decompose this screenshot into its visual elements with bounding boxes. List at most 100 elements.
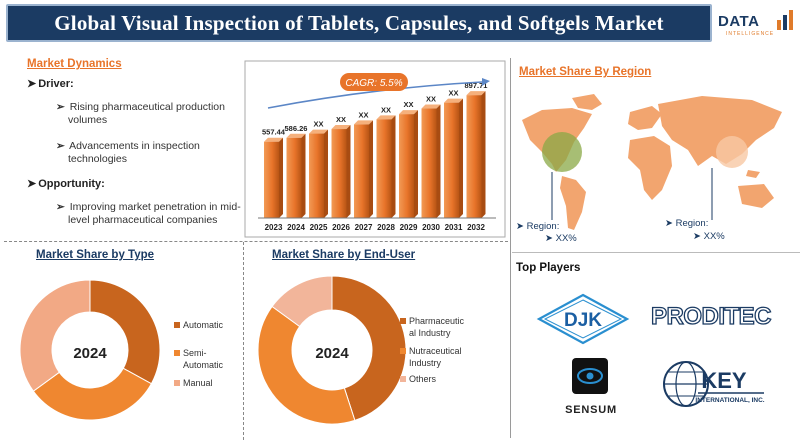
bar-value-label: XX (336, 115, 346, 124)
legend-label: Manual (183, 378, 213, 388)
chevron-right-icon: ➢ (56, 140, 65, 152)
chevron-right-icon: ➢ (56, 101, 65, 113)
bar-top-2023 (264, 137, 283, 142)
bar-2031 (444, 102, 459, 218)
bar-2024 (286, 137, 302, 218)
dynamics-title: Market Dynamics (27, 58, 122, 70)
bar-side-2024 (301, 133, 306, 218)
djk-text: DJK (564, 310, 602, 331)
bar-top-2026 (331, 125, 351, 130)
legend-label: Semi- (183, 348, 207, 358)
australia-shape (738, 184, 774, 208)
bar-value-label: XX (426, 95, 436, 104)
legend-label: Industry (409, 358, 442, 368)
bar-top-2025 (309, 129, 328, 134)
bar-side-2027 (369, 120, 373, 218)
market-size-bar-chart: 557.44 2023 586.26 2024 XX 2025 XX 2026 XX 2027 XX… (244, 60, 506, 238)
opportunity-1-cont: level pharmaceutical companies (68, 214, 218, 226)
africa-shape (628, 136, 672, 200)
bar-value-label: XX (313, 120, 323, 129)
bar-top-2029 (399, 110, 418, 115)
driver-heading: ➤ Driver: (27, 78, 74, 90)
x-tick-label: 2031 (445, 223, 463, 232)
right-divider (510, 58, 511, 438)
legend-label: Automatic (183, 320, 224, 330)
page-title: Global Visual Inspection of Tablets, Cap… (54, 10, 664, 35)
legend-label: Pharmaceutic (409, 316, 465, 326)
bar-value-label: 586.26 (285, 124, 308, 133)
legend-swatch (400, 318, 406, 324)
region-value-2: ➤ XX% (693, 231, 725, 242)
legend-label: al Industry (409, 328, 451, 338)
legend-swatch (174, 322, 180, 328)
driver-1-cont: volumes (68, 114, 108, 126)
south-america-shape (560, 176, 586, 230)
bar-top-2027 (354, 120, 373, 125)
x-tick-label: 2023 (265, 223, 283, 232)
x-tick-label: 2028 (377, 223, 395, 232)
mid-divider (243, 242, 244, 440)
asia-shape (658, 96, 782, 166)
type-legend: Automatic Semi- Automatic Manual (174, 320, 224, 388)
region-value-1: ➤ XX% (545, 233, 577, 244)
bar-2023 (264, 141, 279, 218)
region-label-1: ➤ Region: (516, 221, 560, 232)
x-tick-label: 2032 (467, 223, 485, 232)
bar-top-2032 (466, 91, 486, 96)
type-center-year: 2024 (73, 345, 107, 362)
region-title: Market Share By Region (519, 66, 652, 78)
opportunity-label: Opportunity: (38, 178, 105, 190)
header: Global Visual Inspection of Tablets, Cap… (0, 0, 800, 50)
players-title: Top Players (516, 262, 581, 274)
legend-swatch (400, 348, 406, 354)
cagr-label: CAGR: 5.5% (345, 78, 402, 89)
bar-top-2028 (376, 115, 396, 120)
bar-value-label: XX (448, 89, 458, 98)
trend-arrow (267, 81, 483, 109)
legend-swatch (400, 376, 406, 382)
europe-shape (628, 106, 662, 130)
enduser-slices (257, 275, 407, 425)
bar-2027 (354, 124, 369, 218)
datam-logo: DATA INTELLIGENCE (716, 4, 796, 42)
x-tick-label: 2030 (422, 223, 440, 232)
key-logo: KEY INTERNATIONAL, INC. (663, 361, 765, 407)
bar-2030 (421, 108, 437, 218)
left-hdivider (4, 241, 508, 242)
donut-slice-semi-automatic (32, 367, 153, 421)
legend-label: Nutraceutical (409, 346, 462, 356)
sensum-text: SENSUM (565, 404, 617, 416)
x-tick-label: 2024 (287, 223, 305, 232)
enduser-donut-chart: 2024 Pharmaceutic al Industry Nutraceutica… (257, 275, 465, 425)
type-chart-title: Market Share by Type (36, 249, 155, 261)
driver-1: ➢ Rising pharmaceutical production (56, 101, 225, 113)
key-text: KEY (701, 368, 747, 393)
bar-side-2025 (324, 129, 328, 218)
bar-side-2026 (346, 125, 351, 218)
region-label-2: ➤ Region: (665, 218, 709, 229)
legend-swatch (174, 350, 180, 356)
bar-2025 (309, 133, 324, 218)
bar-2028 (376, 119, 392, 218)
bar-value-label: 557.44 (262, 128, 286, 137)
chevron-right-icon: ➢ (56, 201, 65, 213)
region-highlight-asia (716, 136, 748, 168)
bar-value-label: XX (358, 110, 368, 119)
bar-top-2031 (444, 98, 463, 103)
sensum-logo: SENSUM (565, 358, 617, 416)
x-tick-label: 2029 (400, 223, 418, 232)
bar-2029 (399, 114, 414, 218)
type-slices (19, 279, 161, 421)
bar-side-2030 (436, 104, 441, 218)
x-tick-label: 2027 (355, 223, 373, 232)
opportunity-1: ➢ Improving market penetration in mid- (56, 201, 241, 213)
bar-side-2028 (391, 115, 396, 218)
enduser-center-year: 2024 (315, 345, 349, 362)
indonesia-shape (746, 170, 760, 178)
bar-side-2031 (459, 98, 463, 218)
region-highlight-america (542, 132, 582, 172)
bar-2032 (466, 95, 482, 218)
driver-label: Driver: (38, 78, 74, 90)
bar-value-label: XX (381, 105, 391, 114)
bar-side-2029 (414, 110, 418, 218)
